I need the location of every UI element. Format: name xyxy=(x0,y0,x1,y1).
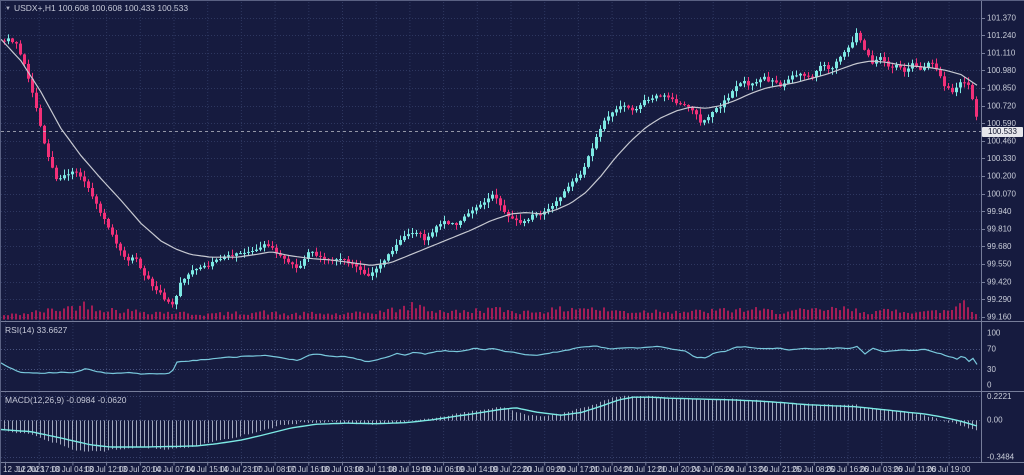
panel-separators xyxy=(1,1,1024,463)
macd-levels xyxy=(1,396,981,458)
time-tick-label: 18 Jul 19:00 xyxy=(388,465,432,474)
ma-line xyxy=(1,38,978,266)
price-tick-label: 101.110 xyxy=(987,49,1016,58)
time-tick-label: 19 Jul 14:00 xyxy=(455,465,499,474)
time-tick-label: 14 Jul 07:00 xyxy=(152,465,196,474)
time-tick-label: 18 Jul 03:00 xyxy=(320,465,364,474)
time-tick-label: 24 Jul 05:00 xyxy=(691,465,735,474)
macd-scale-label: 0.2221 xyxy=(987,392,1012,401)
candles-layer xyxy=(3,28,978,310)
time-tick-label: 12 Jul 17:00 xyxy=(17,465,61,474)
time-tick-label: 19 Jul 22:00 xyxy=(489,465,533,474)
volume-layer xyxy=(3,300,977,320)
chart-title-text: USDX+,H1 100.608 100.608 100.433 100.533 xyxy=(13,3,189,13)
time-tick-label: 18 Jul 11:00 xyxy=(354,465,398,474)
price-tick-label: 99.160 xyxy=(987,313,1012,322)
rsi-scale-label: 0 xyxy=(987,381,992,390)
time-tick-label: 17 Jul 16:00 xyxy=(287,465,331,474)
rsi-scale-label: 100 xyxy=(987,329,1001,338)
price-tick-label: 100.980 xyxy=(987,66,1016,75)
time-tick-label: 26 Jul 03:00 xyxy=(859,465,903,474)
time-tick-label: 13 Jul 04:00 xyxy=(51,465,95,474)
time-tick-label: 24 Jul 13:00 xyxy=(725,465,769,474)
rsi-line xyxy=(1,345,978,375)
rsi-indicator-label: RSI(14) 33.6627 xyxy=(5,325,68,335)
price-tick-label: 100.590 xyxy=(987,119,1016,128)
time-tick-label: 21 Jul 04:00 xyxy=(590,465,634,474)
time-tick-label: 21 Jul 20:00 xyxy=(657,465,701,474)
price-tick-label: 99.420 xyxy=(987,277,1012,286)
time-tick-label: 26 Jul 19:00 xyxy=(927,465,971,474)
symbol-dropdown-icon[interactable]: ▼ xyxy=(5,6,11,12)
grid-layer xyxy=(1,2,981,463)
price-tick-label: 100.720 xyxy=(987,101,1016,110)
price-tick-label: 101.370 xyxy=(987,13,1016,22)
time-tick-label: 13 Jul 20:00 xyxy=(118,465,162,474)
price-tick-label: 101.240 xyxy=(987,31,1016,40)
time-tick-label: 25 Jul 16:00 xyxy=(826,465,870,474)
time-tick-label: 17 Jul 08:00 xyxy=(253,465,297,474)
macd-signal-line xyxy=(1,396,978,448)
time-tick-label: 21 Jul 12:00 xyxy=(624,465,668,474)
chart-title: ▼ USDX+,H1 100.608 100.608 100.433 100.53… xyxy=(5,3,188,14)
price-tick-label: 99.550 xyxy=(987,260,1012,269)
rsi-scale-label: 70 xyxy=(987,344,996,353)
time-tick-label: 20 Jul 17:00 xyxy=(556,465,600,474)
price-axis[interactable]: 101.370 101.240 101.110 100.980 100.850 100.7… xyxy=(981,13,1016,462)
time-tick-label: 14 Jul 23:00 xyxy=(219,465,263,474)
price-tick-label: 99.940 xyxy=(987,207,1012,216)
macd-indicator-label: MACD(12,26,9) -0.0984 -0.0620 xyxy=(5,395,127,405)
price-tick-label: 100.460 xyxy=(987,137,1016,146)
price-tick-label: 99.680 xyxy=(987,242,1012,251)
time-tick-label: 25 Jul 08:00 xyxy=(792,465,836,474)
current-price-tag: 100.533 xyxy=(982,127,1023,137)
time-tick-label: 20 Jul 09:00 xyxy=(522,465,566,474)
rsi-levels xyxy=(1,349,981,370)
price-tick-label: 100.200 xyxy=(987,172,1016,181)
price-tick-label: 99.290 xyxy=(987,295,1012,304)
price-tick-label: 100.330 xyxy=(987,154,1016,163)
time-tick-label: 13 Jul 12:00 xyxy=(84,465,128,474)
macd-scale-label: -0.3484 xyxy=(987,453,1015,462)
time-tick-label: 12 Jul 2023 xyxy=(3,465,45,474)
price-tick-label: 100.070 xyxy=(987,189,1016,198)
macd-histogram xyxy=(4,395,977,452)
price-tick-label: 100.850 xyxy=(987,84,1016,93)
time-tick-label: 26 Jul 11:00 xyxy=(893,465,937,474)
rsi-scale-label: 30 xyxy=(987,365,996,374)
time-tick-label: 19 Jul 06:00 xyxy=(421,465,465,474)
time-tick-label: 24 Jul 21:00 xyxy=(758,465,802,474)
macd-scale-label: 0.00 xyxy=(987,416,1003,425)
time-tick-label: 14 Jul 15:00 xyxy=(185,465,229,474)
price-tick-label: 99.810 xyxy=(987,225,1012,234)
